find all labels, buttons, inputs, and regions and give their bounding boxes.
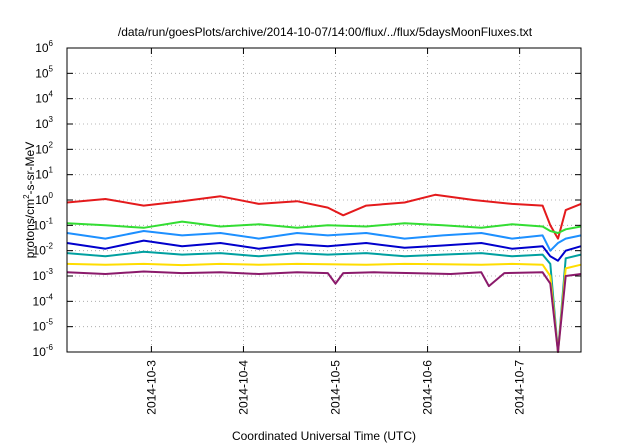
x-tick-label: 2014-10-6 (421, 360, 435, 415)
x-tick-label: 2014-10-3 (144, 360, 158, 415)
y-tick-label: 106 (35, 39, 53, 55)
x-axis-label: Coordinated Universal Time (UTC) (232, 429, 416, 443)
series-line-5 (66, 250, 582, 353)
y-tick-label: 10-1 (33, 216, 54, 232)
y-tick-label: 10-6 (33, 343, 54, 359)
y-tick-label: 101 (35, 166, 53, 182)
y-tick-label: 100 (35, 191, 53, 207)
y-axis-label: protons/cm2-s-sr-MeV (22, 142, 37, 258)
series-line-6 (66, 262, 582, 353)
x-axis: 2014-10-3 2014-10-4 2014-10-5 2014-10-6 2014… (144, 48, 527, 415)
series-line-4 (66, 239, 582, 262)
series-line-7 (66, 270, 582, 353)
x-tick-label: 2014-10-7 (513, 360, 527, 415)
y-tick-label: 103 (35, 115, 53, 131)
y-tick-label: 105 (35, 64, 53, 80)
y-tick-label: 10-5 (33, 318, 54, 334)
series-line-1 (66, 193, 582, 240)
y-tick-label: 102 (35, 140, 53, 156)
grid-lines (67, 48, 581, 352)
chart-title: /data/run/goesPlots/archive/2014-10-07/1… (118, 25, 533, 39)
y-tick-label: 10-3 (33, 267, 54, 283)
y-tick-label: 104 (35, 90, 53, 106)
x-tick-label: 2014-10-4 (236, 360, 250, 415)
y-tick-label: 10-4 (33, 292, 54, 308)
y-axis: 10-6 10-5 10-4 10-3 10-2 10-1 100 101 102 103 104 1… (33, 39, 581, 359)
series-line-3 (66, 230, 582, 252)
x-tick-label: 2014-10-5 (329, 360, 343, 415)
series-line-2 (66, 220, 582, 234)
y-tick-label: 10-2 (33, 242, 54, 258)
series-layer (66, 193, 582, 353)
